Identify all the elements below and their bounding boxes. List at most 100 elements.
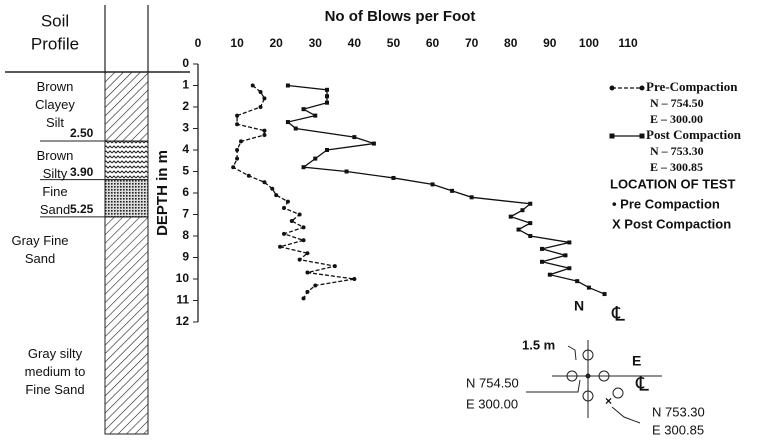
legend-note: N – 754.50 <box>650 96 704 110</box>
layer-label: BrownClayeySilt <box>35 79 75 130</box>
data-point <box>325 94 329 98</box>
y-tick-label: 3 <box>182 121 189 135</box>
data-point <box>391 176 395 180</box>
y-tick-label: 10 <box>176 271 190 285</box>
data-point <box>231 165 235 169</box>
y-tick-label: 7 <box>182 207 189 221</box>
soil-layer <box>105 141 148 180</box>
x-tick-label: 30 <box>309 36 323 50</box>
y-tick-label: 9 <box>182 250 189 264</box>
coord-label: E 300.00 <box>466 396 518 411</box>
y-tick-label: 0 <box>182 56 189 70</box>
data-point <box>282 206 286 210</box>
y-tick-label: 12 <box>176 314 190 328</box>
x-tick-label: 110 <box>618 36 638 50</box>
data-point <box>239 139 243 143</box>
data-point <box>235 157 239 161</box>
data-point <box>333 264 337 268</box>
data-point <box>305 251 309 255</box>
north-label: N <box>574 298 584 314</box>
y-tick-label: 11 <box>176 293 189 307</box>
legend-marker <box>610 86 615 91</box>
data-point <box>302 165 306 169</box>
leader <box>526 380 580 392</box>
data-point <box>567 266 571 270</box>
data-point <box>313 157 317 161</box>
y-tick-label: 5 <box>182 164 189 178</box>
data-point <box>528 202 532 206</box>
data-point <box>575 279 579 283</box>
data-point <box>262 129 266 133</box>
legend-label: Pre-Compaction <box>646 79 738 94</box>
data-point <box>540 260 544 264</box>
data-point <box>603 292 607 296</box>
x-tick-label: 20 <box>270 36 284 50</box>
spacing-label: 1.5 m <box>522 337 555 352</box>
page: Soil Profile 2.503.905.25BrownClayeySilt… <box>0 0 765 439</box>
data-point <box>587 286 591 290</box>
data-point <box>286 120 290 124</box>
location-item: X Post Compaction <box>612 216 731 231</box>
y-tick-label: 1 <box>182 78 189 92</box>
data-point <box>270 187 274 191</box>
chart-title: No of Blows per Foot <box>325 8 476 25</box>
data-point <box>302 296 306 300</box>
data-point <box>313 283 317 287</box>
data-point <box>345 170 349 174</box>
data-point <box>325 88 329 92</box>
boundary-label: 2.50 <box>70 126 94 140</box>
data-point <box>563 253 567 257</box>
coord-label: N 754.50 <box>466 375 519 390</box>
data-point <box>251 84 255 88</box>
test-point <box>613 388 623 398</box>
data-point <box>325 101 329 105</box>
coord-label: N 753.30 <box>652 404 705 419</box>
legend-marker <box>640 86 645 91</box>
data-point <box>528 234 532 238</box>
data-point <box>298 213 302 217</box>
data-point <box>305 290 309 294</box>
data-point <box>290 219 294 223</box>
layer-label: BrownSiltyFineSand <box>37 148 74 217</box>
data-point <box>262 96 266 100</box>
legend-label: Post Compaction <box>646 127 742 142</box>
data-point <box>431 182 435 186</box>
location-title: LOCATION OF TEST <box>610 176 735 191</box>
data-point <box>313 114 317 118</box>
data-point <box>259 105 263 109</box>
data-point <box>509 215 513 219</box>
x-tick-label: 0 <box>195 36 202 50</box>
profile-header-line: Soil <box>41 11 69 30</box>
data-point <box>352 277 356 281</box>
data-point <box>235 122 239 126</box>
data-point <box>259 90 263 94</box>
x-marker: × <box>605 394 612 408</box>
data-point <box>235 148 239 152</box>
x-tick-label: 70 <box>465 36 479 50</box>
data-point <box>262 133 266 137</box>
series-line <box>288 86 605 295</box>
y-axis-label: DEPTH in m <box>154 150 171 236</box>
data-point <box>372 142 376 146</box>
data-point <box>302 238 306 242</box>
leader <box>568 346 576 360</box>
data-point <box>286 200 290 204</box>
data-point <box>517 228 521 232</box>
data-point <box>235 114 239 118</box>
legend-note: E – 300.00 <box>650 112 703 126</box>
profile-header-line: Profile <box>31 34 79 53</box>
soil-layer <box>105 217 148 434</box>
y-tick-label: 2 <box>182 99 189 113</box>
boundary-label: 3.90 <box>70 165 94 179</box>
data-point <box>302 107 306 111</box>
legend-note: N – 753.30 <box>650 144 704 158</box>
east-label: E <box>632 353 641 369</box>
x-tick-label: 100 <box>579 36 599 50</box>
data-point <box>540 247 544 251</box>
data-point <box>286 84 290 88</box>
x-tick-label: 50 <box>387 36 401 50</box>
coord-label: E 300.85 <box>652 422 704 437</box>
y-tick-label: 4 <box>182 142 189 156</box>
x-tick-label: 90 <box>543 36 557 50</box>
